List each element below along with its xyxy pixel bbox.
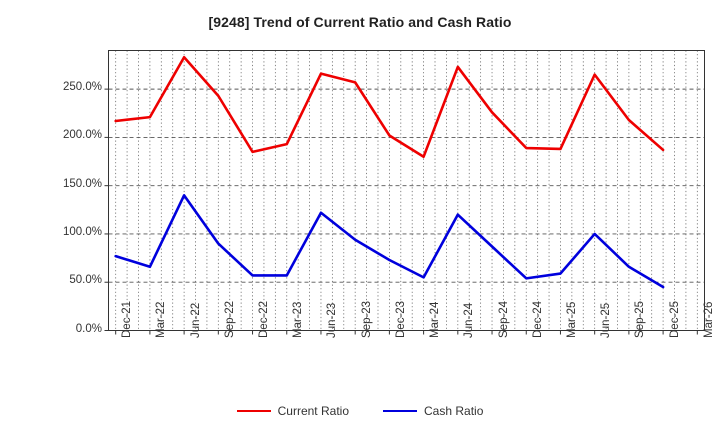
y-axis-tick-label: 0.0% — [75, 322, 102, 335]
x-axis-tick-label: Jun-25 — [600, 302, 613, 338]
chart-title: [9248] Trend of Current Ratio and Cash R… — [208, 14, 512, 30]
y-axis-tick-label: 50.0% — [69, 274, 102, 287]
legend-item-cash-ratio[interactable]: Cash Ratio — [383, 404, 483, 418]
x-axis-tick-label: Mar-23 — [292, 301, 305, 338]
legend-item-current-ratio[interactable]: Current Ratio — [236, 404, 349, 418]
legend-line-swatch — [383, 410, 417, 412]
horizontal-gridlines — [108, 88, 705, 283]
y-axis-tick-label: 200.0% — [62, 129, 102, 142]
x-axis-tick-label: Dec-21 — [121, 300, 134, 338]
x-axis-tick-label: Mar-22 — [155, 301, 168, 338]
data-series-lines — [114, 55, 665, 289]
x-axis-tick-label: Sep-22 — [223, 300, 236, 338]
y-axis-tick-label: 250.0% — [62, 81, 102, 94]
plot-frame — [108, 50, 705, 331]
x-axis-tick-label: Sep-23 — [360, 300, 373, 338]
x-axis-tick-label: Dec-25 — [668, 300, 681, 338]
chart-legend: Current Ratio Cash Ratio — [0, 404, 720, 418]
legend-label: Current Ratio — [277, 404, 349, 418]
x-axis-tick-label: Dec-24 — [531, 300, 544, 338]
x-axis-tick-label: Mar-25 — [565, 301, 578, 338]
x-axis-tick-label: Dec-23 — [394, 300, 407, 338]
series-line-current-ratio — [114, 55, 665, 159]
x-axis-tick-label: Sep-25 — [634, 300, 647, 338]
x-axis-tick-label: Dec-22 — [258, 300, 271, 338]
x-axis-tick-label: Sep-24 — [497, 300, 510, 338]
x-axis-tick-label: Jun-24 — [463, 302, 476, 338]
x-axis-tick-label: Mar-26 — [702, 301, 715, 338]
x-axis-tick-label: Mar-24 — [429, 301, 442, 338]
x-axis-tick-label: Jun-22 — [189, 302, 202, 338]
y-axis-tick-label: 150.0% — [62, 177, 102, 190]
legend-label: Cash Ratio — [424, 404, 484, 418]
x-axis-tick-marks — [115, 330, 698, 335]
y-axis-tick-marks — [104, 88, 109, 331]
x-axis-tick-label: Jun-23 — [326, 302, 339, 338]
y-axis-tick-label: 100.0% — [62, 225, 102, 238]
series-line-cash-ratio — [114, 194, 665, 289]
legend-line-swatch — [236, 410, 271, 412]
minor-vertical-gridlines — [115, 50, 698, 331]
